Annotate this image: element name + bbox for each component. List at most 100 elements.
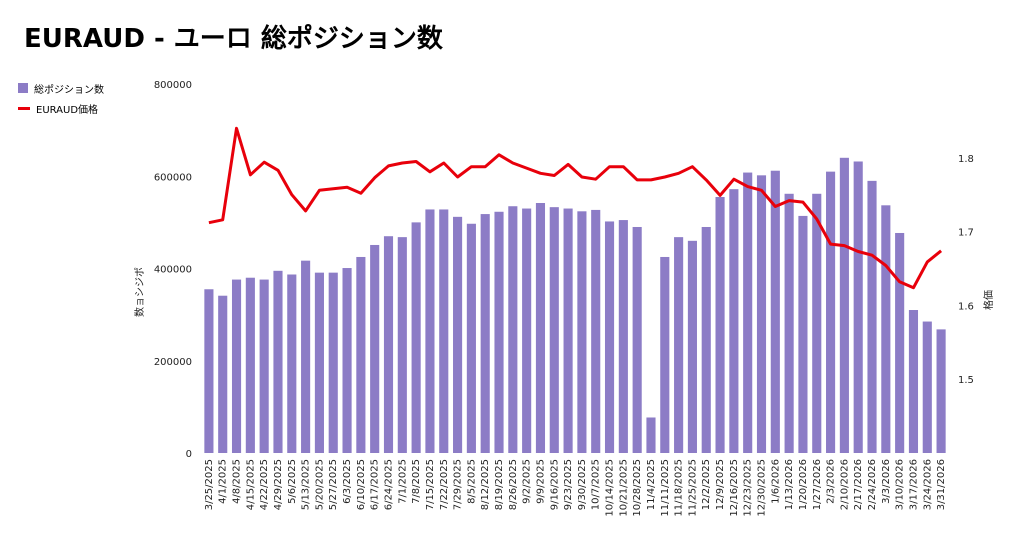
x-tick-label: 3/10/2026	[895, 459, 906, 510]
bar	[798, 215, 808, 453]
x-tick-label: 12/9/2025	[715, 459, 726, 510]
price-line-series	[208, 126, 943, 290]
x-axis-ticks: 3/25/2025 4/1/2025 4/8/2025 4/15/2025 4/22/2…	[204, 459, 947, 517]
bar	[867, 180, 877, 454]
x-tick-label: 7/15/2025	[425, 459, 436, 510]
x-tick-label: 6/10/2025	[356, 459, 367, 510]
y2-tick-label: 1.6	[958, 301, 974, 312]
bar	[273, 270, 283, 453]
bar	[701, 226, 711, 453]
x-tick-label: 9/16/2025	[549, 459, 560, 510]
x-tick-label: 11/25/2025	[687, 459, 698, 517]
bar	[549, 207, 559, 453]
right-axis-title: 格価	[982, 290, 995, 310]
x-tick-label: 5/20/2025	[314, 459, 325, 510]
x-tick-label: 2/24/2026	[867, 459, 878, 510]
bar	[466, 223, 476, 453]
x-tick-label: 10/14/2025	[605, 459, 616, 517]
right-axis-ticks: 1.8 1.7 1.6 1.5	[958, 154, 974, 386]
x-tick-label: 2/10/2026	[839, 459, 850, 510]
bar	[618, 220, 628, 453]
bar	[770, 170, 780, 453]
price-line	[208, 126, 943, 290]
bar	[439, 209, 449, 453]
x-tick-label: 5/6/2025	[287, 459, 298, 504]
x-tick-label: 11/11/2025	[660, 459, 671, 517]
x-tick-label: 4/22/2025	[259, 459, 270, 510]
bar	[756, 175, 767, 453]
legend-item-positions: 総ポジション数	[18, 78, 104, 98]
x-tick-label: 6/3/2025	[342, 459, 353, 504]
bar	[936, 329, 946, 453]
x-tick-label: 3/31/2026	[936, 459, 947, 510]
bar	[660, 256, 670, 453]
legend-swatch-bar	[18, 83, 28, 93]
bar	[604, 221, 615, 453]
bar	[591, 209, 601, 453]
bar	[826, 171, 836, 453]
x-tick-label: 12/23/2025	[743, 459, 754, 517]
bar	[535, 203, 546, 453]
x-tick-label: 12/2/2025	[701, 459, 712, 510]
x-tick-label: 12/30/2025	[757, 459, 768, 517]
bar	[356, 256, 366, 453]
bar	[522, 208, 532, 453]
y2-tick-label: 1.5	[958, 375, 974, 386]
bar	[301, 260, 311, 453]
y-tick-label: 0	[186, 449, 192, 460]
x-tick-label: 11/4/2025	[646, 459, 657, 510]
x-tick-label: 3/17/2026	[908, 459, 919, 510]
x-tick-label: 5/13/2025	[301, 459, 312, 510]
bar	[563, 208, 573, 453]
x-tick-label: 6/17/2025	[370, 459, 381, 510]
x-tick-label: 12/16/2025	[729, 459, 740, 517]
bar	[218, 295, 228, 453]
x-tick-label: 8/26/2025	[508, 459, 519, 510]
bar	[674, 237, 684, 453]
bar	[287, 274, 297, 453]
x-tick-label: 10/28/2025	[632, 459, 643, 517]
x-tick-label: 9/2/2025	[522, 459, 533, 504]
bar	[508, 206, 518, 453]
y-tick-label: 800000	[154, 80, 192, 91]
bar	[922, 321, 932, 453]
legend: 総ポジション数 EURAUD価格	[18, 78, 104, 118]
bar	[895, 232, 905, 453]
bar	[204, 289, 214, 453]
bar	[453, 216, 463, 453]
y-tick-label: 400000	[154, 265, 192, 276]
y-tick-label: 600000	[154, 172, 192, 183]
x-tick-label: 9/9/2025	[535, 459, 546, 504]
legend-swatch-line	[18, 106, 30, 110]
x-tick-label: 2/17/2026	[853, 459, 864, 510]
bar	[328, 272, 338, 453]
x-tick-label: 3/24/2026	[922, 459, 933, 510]
x-tick-label: 10/21/2025	[618, 459, 629, 517]
bar	[839, 157, 849, 454]
bar	[784, 193, 794, 453]
x-tick-label: 4/1/2025	[218, 459, 229, 504]
bar	[411, 222, 421, 453]
chart-title: EURAUD - ユーロ 総ポジション数	[24, 24, 443, 54]
bar	[853, 161, 863, 454]
x-tick-label: 3/25/2025	[204, 459, 215, 510]
legend-label-positions: 総ポジション数	[34, 84, 104, 96]
y2-tick-label: 1.8	[958, 154, 974, 165]
bar	[494, 211, 504, 453]
left-axis-ticks: 800000 600000 400000 200000 0	[154, 80, 192, 460]
x-tick-label: 8/5/2025	[466, 459, 477, 504]
legend-item-price: EURAUD価格	[18, 98, 104, 118]
x-tick-label: 7/8/2025	[411, 459, 422, 504]
x-tick-label: 11/18/2025	[674, 459, 685, 517]
bar	[715, 197, 725, 453]
x-tick-label: 2/3/2026	[826, 459, 837, 504]
x-tick-label: 1/6/2026	[770, 459, 781, 504]
x-tick-label: 1/20/2026	[798, 459, 809, 510]
x-tick-label: 5/27/2025	[328, 459, 339, 510]
bar	[383, 236, 394, 453]
x-tick-label: 4/8/2025	[232, 459, 243, 504]
bar	[342, 268, 352, 453]
bar	[743, 172, 753, 453]
bar	[259, 279, 269, 453]
